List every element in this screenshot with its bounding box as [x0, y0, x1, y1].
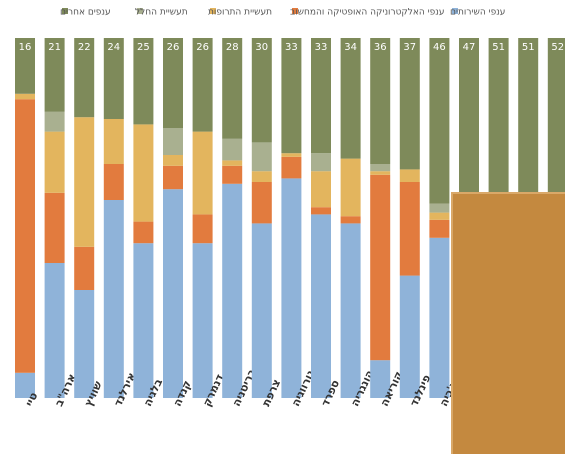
bar-segment: [370, 38, 391, 164]
bar-segment: [192, 214, 213, 244]
bar-segment: [311, 214, 331, 398]
bar-segment: [311, 38, 331, 154]
legend-label: תעשיית התרופות: [208, 8, 272, 18]
bar-segment: [103, 38, 124, 119]
bar-segment: [163, 155, 183, 166]
bar-segment: [429, 237, 450, 398]
bar-segment: [15, 93, 35, 100]
bar-segment: [74, 38, 95, 118]
legend-swatch: [62, 8, 68, 14]
bar-segment: [251, 223, 272, 398]
bar-segment: [281, 153, 302, 157]
bar-segment: [251, 142, 272, 172]
legend-swatch: [292, 8, 298, 14]
bar-segment: [44, 111, 65, 132]
value-label: 21: [48, 42, 61, 53]
bar-segment: [340, 223, 361, 398]
bar-segment: [163, 38, 183, 128]
value-label: 33: [315, 42, 328, 53]
value-label: 30: [255, 42, 268, 53]
bar-segment: [370, 174, 391, 361]
bar-segment: [133, 243, 154, 398]
bar-segment: [399, 169, 420, 182]
bar-segment: [429, 219, 450, 238]
bar-segment: [370, 171, 391, 175]
value-label: 51: [522, 42, 535, 53]
bar-segment: [15, 38, 35, 94]
bar-segment: [311, 171, 331, 208]
bar-segment: [429, 212, 450, 220]
bar-segment: [163, 165, 183, 190]
value-label: 24: [107, 42, 120, 53]
legend-label: ענפים אחרים: [60, 8, 111, 18]
value-label: 52: [551, 42, 564, 53]
bar-segment: [251, 182, 272, 224]
value-label: 46: [433, 42, 446, 53]
overlay-box: [451, 192, 565, 454]
bar-segment: [222, 38, 243, 139]
bar-segment: [251, 38, 272, 143]
bar-segment: [103, 200, 124, 398]
bar-segment: [281, 156, 302, 179]
bar-segment: [15, 99, 35, 373]
bar-segment: [399, 275, 420, 398]
bar-segment: [370, 360, 391, 398]
value-label: 36: [374, 42, 387, 53]
bar-segment: [192, 131, 213, 215]
value-label: 25: [137, 42, 150, 53]
bar-segment: [44, 38, 65, 112]
bar-segment: [399, 182, 420, 276]
bar-segment: [340, 216, 361, 224]
bar-segment: [192, 243, 213, 398]
bar-segment: [74, 246, 95, 290]
bar-segment: [311, 153, 331, 172]
value-label: 47: [463, 42, 476, 53]
bar-segment: [222, 165, 243, 184]
bar-segment: [399, 38, 420, 170]
bar-segment: [340, 158, 361, 217]
bar-segment: [222, 183, 243, 398]
value-label: 28: [226, 42, 239, 53]
bar-segment: [103, 164, 124, 200]
value-label: 51: [492, 42, 505, 53]
value-label: 33: [285, 42, 298, 53]
legend-label: ענפי השירותים: [450, 8, 505, 18]
x-tick-label: טיי: [23, 390, 41, 408]
bar-segment: [222, 138, 243, 161]
legend-swatch: [210, 8, 216, 14]
legend-label: ענפי האלקטרוניקה האופטיקה והמחשוב: [290, 8, 445, 18]
bar-segment: [74, 290, 95, 398]
bar-segment: [133, 221, 154, 244]
bar-segment: [192, 38, 213, 132]
bar-segment: [15, 372, 35, 398]
value-label: 26: [167, 42, 180, 53]
bar-segment: [133, 124, 154, 222]
value-label: 16: [19, 42, 32, 53]
legend-label: תעשיית החלל: [135, 8, 188, 18]
bar-segment: [44, 263, 65, 398]
legend-swatch: [452, 8, 458, 14]
bar-segment: [133, 38, 154, 125]
bar-segment: [44, 131, 65, 193]
value-label: 26: [196, 42, 209, 53]
bar-segment: [429, 38, 450, 204]
legend-swatch: [137, 8, 143, 14]
bar-segment: [311, 207, 331, 215]
bar-segment: [103, 119, 124, 164]
value-label: 22: [78, 42, 91, 53]
bar-segment: [222, 160, 243, 166]
value-label: 37: [403, 42, 416, 53]
bar-segment: [281, 38, 302, 154]
bar-segment: [163, 128, 183, 155]
bar-segment: [370, 164, 391, 172]
bar-segment: [163, 189, 183, 398]
bar-segment: [429, 203, 450, 213]
value-label: 34: [344, 42, 357, 53]
bar-segment: [340, 38, 361, 159]
bar-segment: [251, 171, 272, 182]
bar-segment: [44, 192, 65, 263]
bar-segment: [281, 178, 302, 398]
bar-segment: [74, 117, 95, 247]
